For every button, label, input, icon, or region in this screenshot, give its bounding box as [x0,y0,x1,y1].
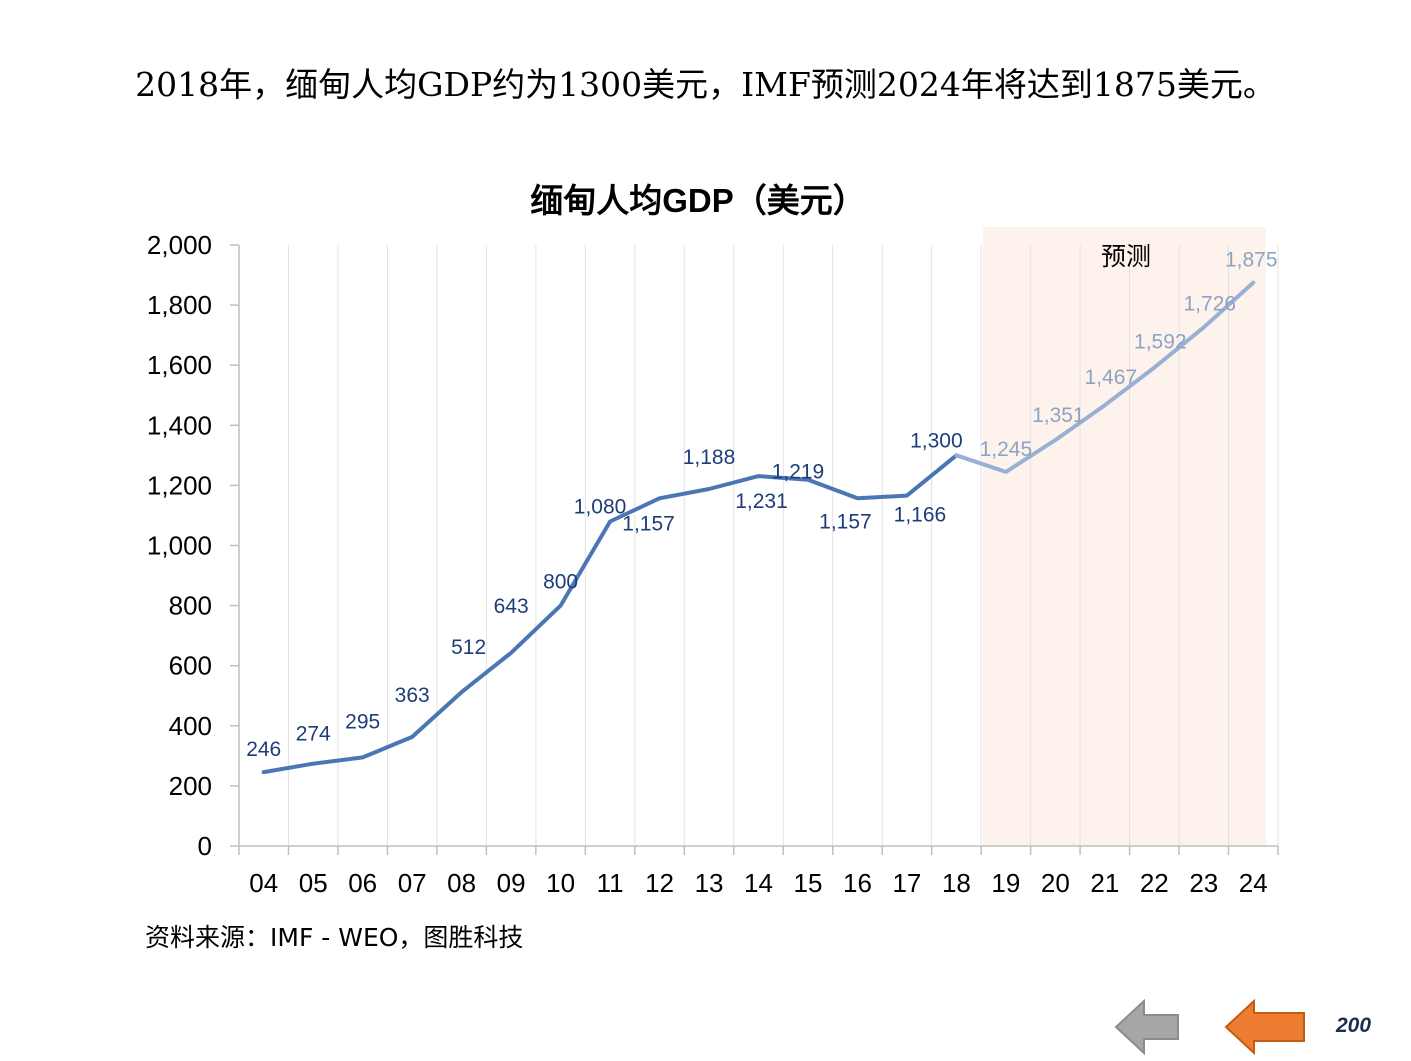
y-tick-label: 1,800 [147,290,212,320]
data-label: 1,726 [1184,292,1237,315]
y-tick-label: 2,000 [147,230,212,260]
data-label: 1,245 [980,438,1033,461]
chart-series-line [261,280,1256,775]
actual-line [261,453,959,775]
x-tick-label: 15 [794,868,823,898]
y-tick-label: 400 [169,711,212,741]
x-tick-label: 06 [348,868,377,898]
source-note: 资料来源：IMF - WEO，图胜科技 [145,923,524,952]
x-tick-label: 05 [299,868,328,898]
data-label: 1,166 [894,504,947,527]
data-label: 295 [345,710,380,733]
y-tick-label: 600 [169,651,212,681]
x-tick-label: 12 [645,868,674,898]
x-tick-label: 07 [398,868,427,898]
chart-title: 缅甸人均GDP（美元） [530,182,866,219]
data-label: 1,875 [1225,249,1278,272]
y-tick-label: 0 [198,831,212,861]
x-tick-label: 20 [1041,868,1070,898]
data-label: 1,592 [1134,331,1187,354]
x-tick-label: 19 [991,868,1020,898]
data-label: 1,231 [735,490,788,513]
x-tick-label: 09 [497,868,526,898]
previous-page-button[interactable] [1114,998,1180,1061]
data-label: 246 [246,738,281,761]
x-tick-label: 11 [597,868,624,898]
x-tick-label: 24 [1239,868,1268,898]
data-label: 1,157 [622,512,675,535]
data-label: 1,080 [574,495,627,518]
y-tick-label: 1,400 [147,410,212,440]
y-tick-label: 1,000 [147,531,212,561]
data-label: 1,188 [683,446,736,469]
x-tick-label: 18 [942,868,971,898]
data-label: 1,351 [1032,404,1085,427]
left-arrow-icon [1114,998,1179,1056]
data-label: 1,219 [772,461,825,484]
x-tick-label: 14 [744,868,773,898]
chart-gridlines [287,245,1279,846]
forecast-band [983,226,1266,847]
x-tick-label: 13 [695,868,724,898]
y-tick-label: 1,200 [147,470,212,500]
x-tick-label: 22 [1140,868,1169,898]
x-tick-label: 21 [1090,868,1119,898]
page-number: 200 [1336,1014,1372,1037]
y-tick-label: 200 [169,771,212,801]
data-label: 643 [494,595,529,618]
data-label: 274 [296,723,331,746]
data-label: 512 [451,636,486,659]
chart-axes: 0 200 400 600 800 1,000 1,200 1,400 1,600 1,800 2,… [147,230,1279,898]
x-tick-label: 16 [843,868,872,898]
data-label: 1,467 [1085,366,1138,389]
next-page-button[interactable] [1224,998,1306,1061]
x-tick-label: 17 [892,868,921,898]
data-label: 1,300 [910,429,963,452]
forecast-label: 预测 [1101,243,1151,271]
page-headline: 2018年，缅甸人均GDP约为1300美元，IMF预测2024年将达到1875美… [135,65,1276,104]
data-label: 1,157 [819,510,872,533]
data-label: 800 [543,571,578,594]
y-tick-label: 1,600 [147,350,212,380]
data-label: 363 [395,684,430,707]
x-tick-label: 10 [546,868,575,898]
chart-data-labels: 2462742953635126438001,0801,1571,1881,23… [246,249,1277,762]
y-tick-label: 800 [169,591,212,621]
left-arrow-icon [1224,998,1305,1056]
x-tick-label: 08 [447,868,476,898]
x-tick-label: 23 [1189,868,1218,898]
x-tick-label: 04 [249,868,278,898]
forecast-line [954,280,1256,474]
